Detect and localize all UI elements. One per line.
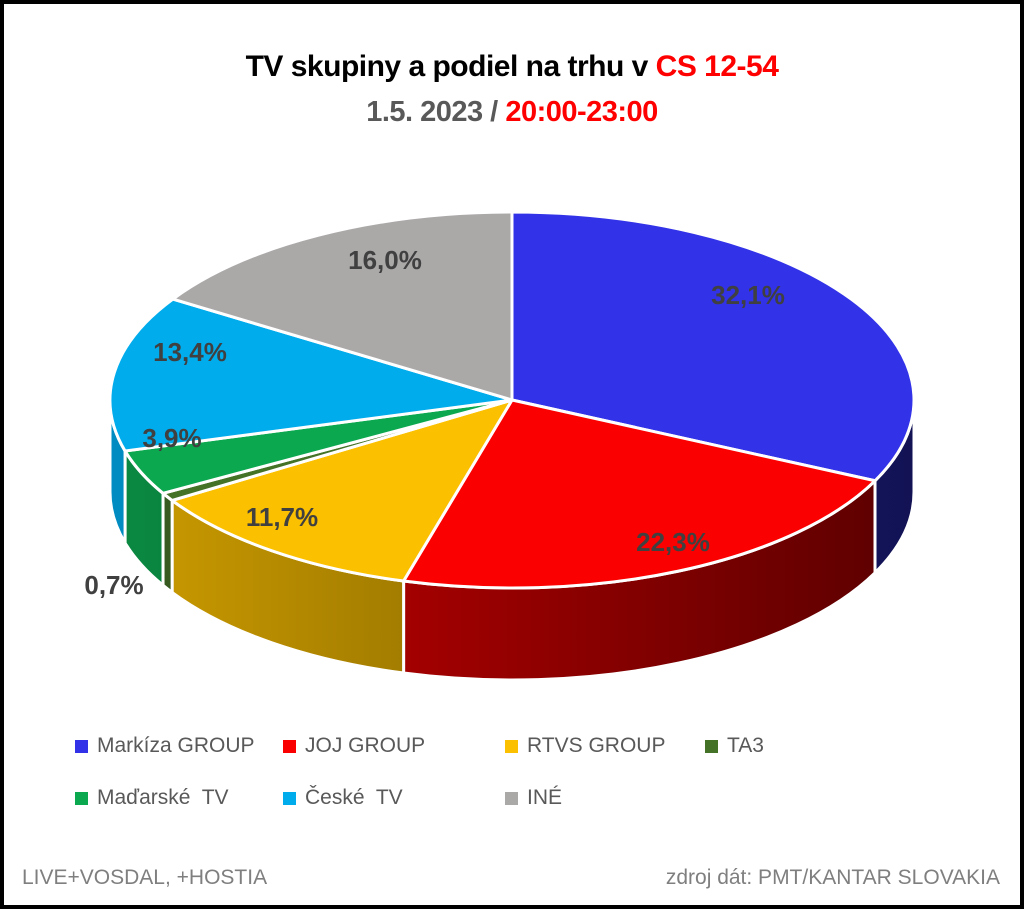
pie-slice [402, 398, 877, 590]
title-main-text: TV skupiny a podiel na trhu v [245, 50, 656, 83]
subtitle-timeband: 20:00-23:00 [505, 96, 658, 128]
slice-label: 3,9% [142, 423, 201, 453]
chart-subtitle: 1.5. 2023 / 20:00-23:00 [4, 96, 1020, 129]
pie-slice [171, 210, 514, 402]
slice-label: 11,7% [246, 502, 318, 532]
slice-label: 0,7% [84, 570, 143, 600]
footer-note: LIVE+VOSDAL, +HOSTIA [22, 866, 268, 889]
pie-slice [108, 297, 514, 453]
slice-label: 13,4% [153, 337, 227, 367]
pie-chart: 32,1% 22,3% 11,7% 0,7% 3,9% 13,4% 16,0% [84, 210, 916, 682]
slice-label: 16,0% [348, 245, 422, 275]
slice-label: 32,1% [711, 280, 785, 310]
slice-label: 22,3% [636, 527, 710, 557]
pie-slice [170, 398, 514, 583]
chart-title: TV skupiny a podiel na trhu v CS 12-54 [4, 50, 1020, 84]
subtitle-date: 1.5. 2023 / [366, 96, 506, 128]
pie-slice [510, 210, 916, 483]
footer-source: zdroj dát: PMT/KANTAR SLOVAKIA [665, 866, 1000, 889]
title-target-group: CS 12-54 [655, 50, 779, 83]
